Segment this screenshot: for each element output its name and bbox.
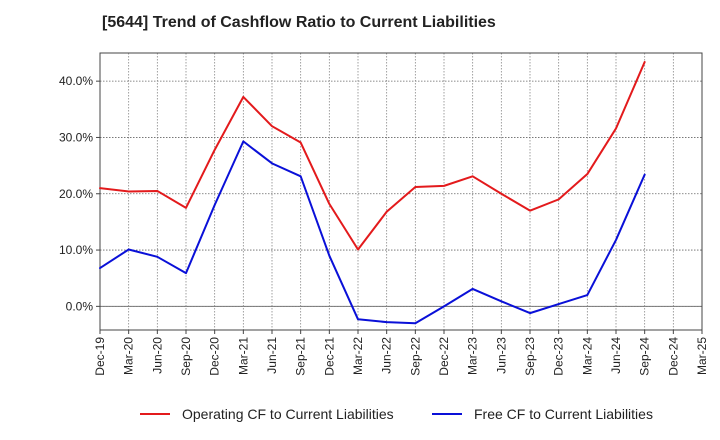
x-tick-label: Sep-22 [408,337,422,376]
x-tick-label: Dec-21 [322,337,336,376]
x-tick-label: Sep-23 [523,337,537,376]
x-tick-label: Dec-20 [208,337,222,376]
x-tick-label: Mar-22 [351,337,365,375]
x-tick-label: Sep-20 [179,337,193,376]
chart-title: [5644] Trend of Cashflow Ratio to Curren… [102,14,496,31]
x-tick-label: Mar-24 [580,337,594,375]
x-tick-label: Sep-21 [294,337,308,376]
series-line-1 [99,61,646,251]
x-tick-label: Jun-20 [150,337,164,374]
x-tick-label: Dec-23 [552,337,566,376]
x-tick-label: Mar-23 [466,337,480,375]
series-line-2 [99,140,646,325]
x-tick-label: Dec-22 [437,337,451,376]
x-tick-label: Jun-22 [380,337,394,374]
x-tick-label: Mar-20 [122,337,136,375]
x-tick-label: Mar-25 [695,337,709,375]
y-tick-label: 10.0% [59,243,93,257]
x-tick-label: Jun-21 [265,337,279,374]
plot-frame [99,52,703,331]
x-tick-label: Dec-19 [93,337,107,376]
y-tick-label: 30.0% [59,130,93,144]
x-tick-label: Sep-24 [638,337,652,376]
y-tick-label: 20.0% [59,187,93,201]
legend-label-2: Free CF to Current Liabilities [474,406,653,422]
x-tick-label: Dec-24 [666,337,680,376]
y-tick-label: 40.0% [59,74,93,88]
x-tick-label: Mar-21 [236,337,250,375]
legend-label-1: Operating CF to Current Liabilities [182,406,394,422]
x-tick-label: Jun-23 [494,337,508,374]
plot-area [100,53,702,330]
y-tick-label: 0.0% [66,299,94,313]
x-tick-label: Jun-24 [609,337,623,374]
